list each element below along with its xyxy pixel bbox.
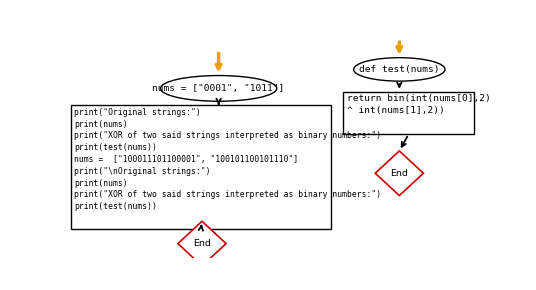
Text: return bin(int(nums[0],2)
^ int(nums[1],2)): return bin(int(nums[0],2) ^ int(nums[1],…: [347, 95, 490, 115]
Text: nums = ["0001", "1011"]: nums = ["0001", "1011"]: [153, 84, 285, 93]
Polygon shape: [375, 151, 423, 195]
Bar: [343, 92, 474, 134]
Text: def test(nums): def test(nums): [359, 65, 440, 74]
Text: End: End: [193, 239, 211, 248]
Text: End: End: [390, 169, 408, 178]
Ellipse shape: [354, 58, 445, 81]
Text: print("Original strings:")
print(nums)
print("XOR of two said strings interprete: print("Original strings:") print(nums) p…: [75, 108, 382, 211]
Ellipse shape: [160, 76, 277, 101]
Polygon shape: [178, 221, 226, 266]
Bar: [71, 105, 331, 229]
